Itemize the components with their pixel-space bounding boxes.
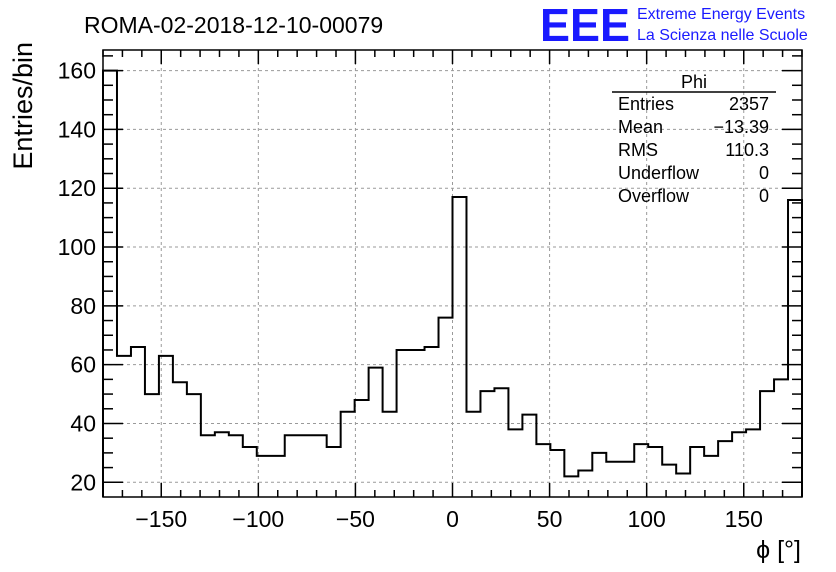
x-tick-label-2: −50	[336, 506, 375, 532]
x-tick-label-3: 0	[446, 506, 459, 532]
stats-value-mean: −13.39	[713, 117, 769, 137]
stats-box-title: Phi	[681, 72, 707, 92]
stats-label-entries: Entries	[618, 94, 674, 114]
y-tick-label-7: 160	[58, 58, 96, 84]
stats-label-rms: RMS	[618, 140, 658, 160]
y-tick-label-3: 80	[70, 293, 96, 319]
x-tick-label-1: −100	[232, 506, 284, 532]
y-tick-label-0: 20	[70, 469, 96, 495]
stats-label-overflow: Overflow	[618, 186, 690, 206]
axis-ticks	[102, 50, 803, 497]
stats-box: Phi Entries 2357 Mean −13.39 RMS 110.3 Underfl…	[612, 72, 776, 206]
y-tick-label-1: 40	[70, 410, 96, 436]
x-tick-label-0: −150	[135, 506, 187, 532]
y-axis-label: Entries/bin	[8, 42, 38, 170]
eee-logo: EEE	[540, 0, 630, 51]
stats-value-rms: 110.3	[725, 140, 769, 160]
y-tick-label-6: 140	[58, 116, 96, 142]
eee-logo-line2: La Scienza nelle Scuole	[637, 27, 808, 44]
x-tick-label-4: 50	[537, 506, 563, 532]
y-tick-label-2: 60	[70, 352, 96, 378]
x-tick-label-5: 100	[627, 506, 665, 532]
stats-label-mean: Mean	[618, 117, 663, 137]
y-tick-labels: 20 40 60 80 100 120 140 160	[58, 58, 96, 496]
histogram-line	[102, 69, 803, 497]
grid-lines	[103, 50, 802, 497]
stats-value-underflow: 0	[759, 163, 769, 183]
eee-logo-line1: Extreme Energy Events	[637, 6, 805, 23]
y-tick-label-5: 120	[58, 175, 96, 201]
chart-title: ROMA-02-2018-12-10-00079	[84, 12, 383, 38]
y-tick-label-4: 100	[58, 234, 96, 260]
x-axis-label: ϕ [°]	[756, 536, 801, 564]
stats-value-overflow: 0	[759, 186, 769, 206]
stats-rows: Entries 2357 Mean −13.39 RMS 110.3 Underflow 0 O…	[618, 94, 769, 206]
stats-value-entries: 2357	[729, 94, 769, 114]
stats-label-underflow: Underflow	[618, 163, 700, 183]
x-tick-labels: −150 −100 −50 0 50 100 150	[135, 506, 763, 532]
x-tick-label-6: 150	[725, 506, 763, 532]
